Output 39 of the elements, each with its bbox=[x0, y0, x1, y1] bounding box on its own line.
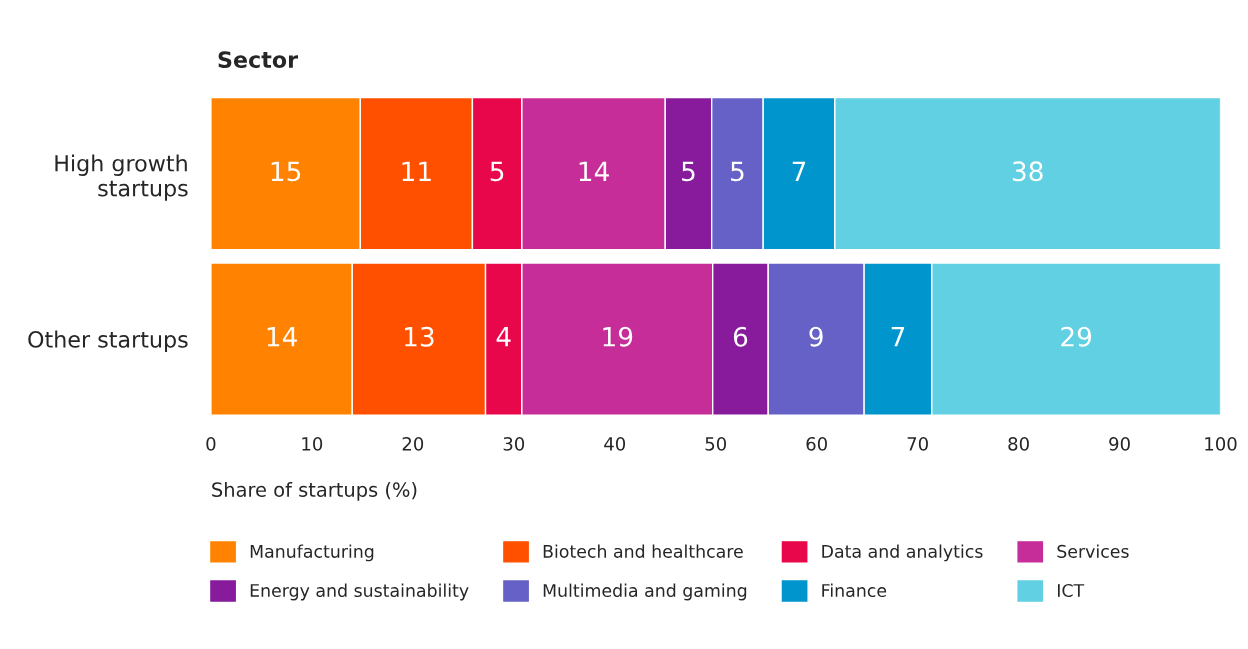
data-label: 5 bbox=[682, 161, 695, 182]
legend-label: ICT bbox=[1058, 583, 1085, 598]
data-label: 4 bbox=[496, 327, 511, 347]
data-label: 15 bbox=[271, 161, 301, 182]
data-label: 7 bbox=[891, 327, 905, 347]
legend-label: Finance bbox=[822, 583, 887, 598]
data-label: 14 bbox=[267, 327, 297, 347]
legend-label: Energy and sustainability bbox=[250, 583, 469, 601]
chart-title: Sector bbox=[218, 51, 298, 69]
data-label: 5 bbox=[731, 161, 744, 182]
data-label: 6 bbox=[733, 326, 748, 347]
x-tick-label: 50 bbox=[705, 436, 727, 451]
data-label: 13 bbox=[405, 326, 434, 347]
legend-label: Biotech and healthcare bbox=[543, 544, 743, 558]
legend-label: Data and analytics bbox=[822, 544, 983, 562]
x-tick-label: 60 bbox=[806, 436, 827, 451]
data-label: 9 bbox=[809, 326, 823, 347]
legend-label: Manufacturing bbox=[250, 544, 374, 562]
data-label: 14 bbox=[579, 161, 609, 181]
data-label: 29 bbox=[1061, 326, 1092, 347]
x-tick-label: 10 bbox=[302, 436, 323, 451]
data-label: 11 bbox=[402, 161, 431, 181]
data-label: 38 bbox=[1012, 161, 1043, 182]
x-tick-label: 70 bbox=[907, 436, 928, 451]
data-label: 19 bbox=[603, 326, 633, 347]
legend-label: Multimedia and gaming bbox=[543, 583, 747, 601]
y-tick-label: Other startups bbox=[28, 330, 188, 353]
x-tick-label: 90 bbox=[1109, 436, 1130, 451]
legend-label: Services bbox=[1057, 544, 1129, 558]
data-label: 5 bbox=[490, 161, 504, 182]
x-tick-label: 20 bbox=[402, 436, 424, 451]
x-axis-title: Share of startups (%) bbox=[212, 481, 417, 501]
x-tick-label: 0 bbox=[206, 436, 216, 451]
x-tick-label: 80 bbox=[1008, 436, 1029, 451]
data-label: 7 bbox=[792, 161, 806, 181]
x-tick-label: 40 bbox=[604, 436, 626, 451]
y-tick-label: High growth startups bbox=[55, 154, 188, 201]
x-tick-label: 100 bbox=[1205, 436, 1237, 451]
x-tick-label: 30 bbox=[503, 436, 525, 451]
